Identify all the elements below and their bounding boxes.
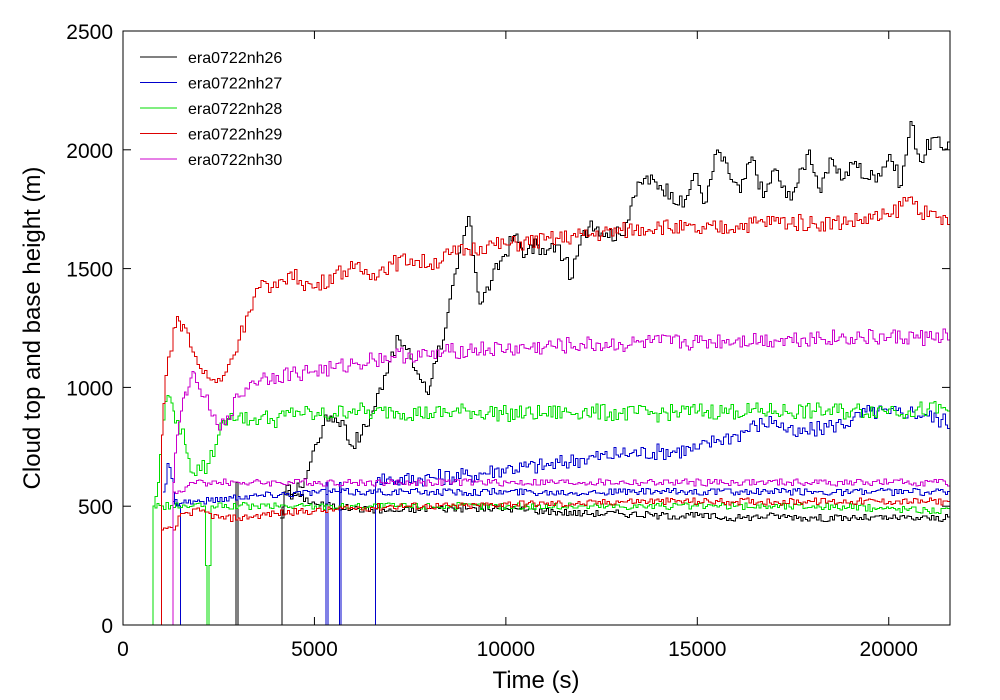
plot-frame <box>122 30 951 626</box>
x-axis-label: Time (s) <box>492 667 579 694</box>
y-tick-label: 1500 <box>66 259 113 282</box>
series-line-base-era0722nh30 <box>170 478 950 625</box>
legend-label: era0722nh27 <box>188 76 282 93</box>
x-tick-label: 10000 <box>477 638 535 661</box>
x-tick-label: 5000 <box>291 638 338 661</box>
series-line-top-era0722nh30 <box>170 328 950 625</box>
x-tick-label: 0 <box>117 638 129 661</box>
series-line-top-era0722nh28 <box>151 395 950 625</box>
x-tick-label: 20000 <box>860 638 918 661</box>
y-tick-label: 500 <box>78 496 113 519</box>
legend-label: era0722nh29 <box>188 127 282 144</box>
series-line-top-era0722nh27 <box>163 404 950 625</box>
tick-labels: 0 5000 10000 15000 20000 0 500 1000 1500 2000 2500 <box>66 21 918 661</box>
series-line-base-era0722nh27 <box>172 487 950 506</box>
x-tick-label: 15000 <box>668 638 726 661</box>
series-line-base-era0722nh29 <box>161 497 950 531</box>
y-axis-label: Cloud top and base height (m) <box>19 167 46 490</box>
axis-ticks <box>122 30 950 626</box>
legend-label: era0722nh28 <box>188 101 282 118</box>
series-line-base-era0722nh26 <box>280 490 950 523</box>
y-tick-label: 1000 <box>66 377 113 400</box>
y-tick-label: 2500 <box>66 21 113 44</box>
series-layer <box>151 120 950 625</box>
y-tick-label: 2000 <box>66 140 113 163</box>
legend: era0722nh26 era0722nh27 era0722nh28 era0722… <box>140 50 282 169</box>
y-tick-label: 0 <box>101 615 113 638</box>
series-line-top-era0722nh29 <box>159 196 950 625</box>
legend-label: era0722nh30 <box>188 152 282 169</box>
legend-label: era0722nh26 <box>188 50 282 67</box>
